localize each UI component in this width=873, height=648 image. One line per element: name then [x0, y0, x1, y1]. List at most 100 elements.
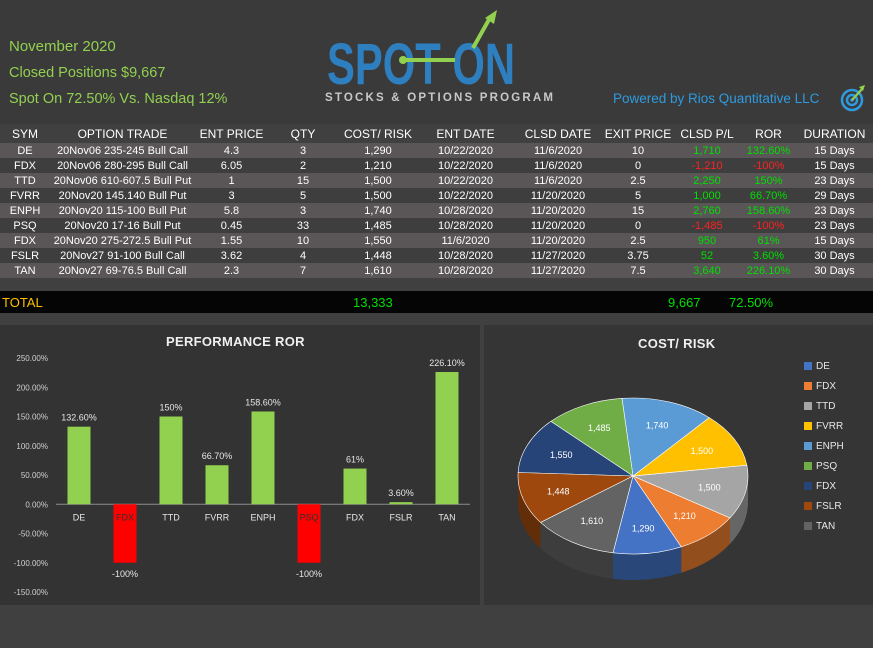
x-tick-label: FDX: [116, 512, 134, 522]
legend-label: PSQ: [816, 461, 837, 472]
table-row: FSLR 20Nov27 91-100 Bull Call 3.62 4 1,448 10…: [0, 248, 873, 263]
table-cell-exit-price: 0: [634, 219, 642, 232]
table-cell-qty: 3: [299, 204, 307, 217]
cost-risk-panel: COST/ RISK 1,290 1,210 1,500 1,500 1,740 1,48…: [484, 325, 873, 605]
table-cell-pl: -1,210: [691, 159, 723, 172]
col-header: DURATION: [803, 127, 866, 141]
table-cell-pl: 1,000: [693, 189, 721, 202]
y-tick-label: 0.00%: [25, 500, 48, 509]
bar-data-label: -100%: [112, 569, 138, 579]
legend-label: TTD: [816, 401, 835, 412]
col-header: CLSD P/L: [680, 127, 734, 141]
table-cell-pl: 2,760: [693, 204, 721, 217]
bar-fvrr: [205, 465, 229, 505]
table-cell-ror: 66.70%: [749, 189, 788, 202]
bar-fdx: [343, 468, 367, 505]
pie-slice-enph: [621, 397, 710, 477]
bar-data-label: 158.60%: [245, 397, 281, 407]
bar-data-label: -100%: [296, 569, 322, 579]
table-cell-ent-price: 5.8: [223, 204, 240, 217]
table-cell-qty: 5: [299, 189, 307, 202]
table-cell-sym: TAN: [14, 264, 36, 277]
table-row: FVRR 20Nov20 145.140 Bull Put 3 5 1,500 10/22…: [0, 188, 873, 203]
table-row: TAN 20Nov27 69-76.5 Bull Call 2.3 7 1,610 10/…: [0, 263, 873, 278]
cost-risk-pie-chart: 1,290 1,210 1,500 1,500 1,740 1,485 1,550 1,448…: [517, 361, 844, 580]
col-header: ENT PRICE: [199, 127, 264, 141]
table-cell-ror: 132.60%: [746, 144, 791, 157]
table-cell-ent-date: 10/22/2020: [437, 144, 494, 157]
pie-data-label: 1,485: [588, 423, 611, 433]
legend-label: FDX: [816, 481, 836, 492]
table-cell-clsd-date: 11/27/2020: [530, 249, 586, 262]
col-header: ENT DATE: [436, 127, 495, 141]
ror-chart-title: PERFORMANCE ROR: [166, 334, 305, 349]
table-cell-sym: FSLR: [10, 249, 40, 262]
table-cell-qty: 33: [296, 219, 310, 232]
table-cell-pl: 3,640: [693, 264, 721, 277]
table-cell-trade: 20Nov06 280-295 Bull Call: [57, 159, 188, 172]
table-cell-duration: 15 Days: [814, 234, 855, 247]
table-header-row: SYM OPTION TRADE ENT PRICE QTY COST/ RIS…: [0, 125, 873, 143]
pie-data-label: 1,448: [547, 486, 570, 496]
table-cell-pl: -1,485: [691, 219, 723, 232]
bar-data-label: 132.60%: [61, 413, 97, 423]
table-cell-duration: 23 Days: [814, 174, 855, 187]
pie-slice-tan: [540, 475, 634, 554]
y-tick-label: 250.00%: [16, 354, 48, 363]
x-tick-label: TTD: [162, 512, 180, 522]
table-cell-ent-date: 10/28/2020: [437, 219, 494, 232]
pie-slice-fslr: [517, 472, 634, 523]
table-cell-trade: 20Nov20 115-100 Bull Put: [58, 204, 187, 217]
logo-graphic: SPOT ON: [327, 10, 515, 97]
pie-data-label: 1,500: [691, 446, 714, 456]
table-cell-exit-price: 0: [634, 159, 642, 172]
bar-fdx: [113, 504, 137, 563]
table-cell-clsd-date: 11/20/2020: [530, 234, 586, 247]
table-cell-exit-price: 2.5: [630, 234, 646, 247]
legend-swatch: [804, 482, 812, 490]
legend-label: FVRR: [816, 421, 843, 432]
table-cell-sym: PSQ: [13, 219, 37, 232]
table-row: FDX 20Nov06 280-295 Bull Call 6.05 2 1,210 10…: [0, 158, 873, 173]
table-cell-sym: FVRR: [10, 189, 40, 202]
bar-data-label: 226.10%: [429, 358, 465, 368]
table-cell-clsd-date: 11/6/2020: [533, 159, 583, 172]
y-tick-label: -50.00%: [18, 530, 48, 539]
table-cell-duration: 15 Days: [814, 159, 855, 172]
bar-data-label: 3.60%: [388, 488, 414, 498]
table-cell-clsd-date: 11/27/2020: [530, 264, 586, 277]
total-pl: 9,667: [668, 295, 701, 310]
bar-ttd: [159, 416, 183, 505]
table-cell-qty: 3: [299, 144, 307, 157]
legend-swatch: [804, 442, 812, 450]
table-cell-qty: 15: [296, 174, 310, 187]
table-cell-cost: 1,500: [364, 189, 392, 202]
x-tick-label: DE: [73, 512, 86, 522]
table-cell-ent-price: 1.55: [220, 234, 243, 247]
x-tick-label: PSQ: [299, 512, 318, 522]
bar-data-label: 66.70%: [202, 451, 233, 461]
table-cell-cost: 1,500: [364, 174, 392, 187]
legend-label: DE: [816, 361, 830, 372]
y-tick-label: 200.00%: [16, 383, 48, 392]
y-tick-label: 150.00%: [16, 413, 48, 422]
table-cell-ror: 158.60%: [746, 204, 791, 217]
table-cell-qty: 10: [296, 234, 310, 247]
table-cell-ent-date: 11/6/2020: [441, 234, 490, 247]
x-tick-label: FVRR: [205, 512, 230, 522]
pie-side-fdx: [681, 517, 730, 573]
table-cell-sym: FDX: [14, 159, 36, 172]
legend-swatch: [804, 462, 812, 470]
table-cell-ent-date: 10/22/2020: [437, 159, 494, 172]
table-cell-pl: 52: [700, 249, 714, 262]
pie-data-label: 1,740: [646, 421, 669, 431]
table-cell-ent-price: 6.05: [220, 159, 243, 172]
report-month: November 2020: [9, 38, 116, 55]
table-cell-ent-price: 3.62: [220, 249, 243, 262]
table-cell-cost: 1,290: [364, 144, 392, 157]
table-cell-pl: 950: [697, 234, 717, 247]
table-cell-exit-price: 10: [631, 144, 645, 157]
legend-swatch: [804, 382, 812, 390]
table-cell-duration: 15 Days: [814, 144, 855, 157]
pie-slice-fdx: [517, 421, 635, 477]
